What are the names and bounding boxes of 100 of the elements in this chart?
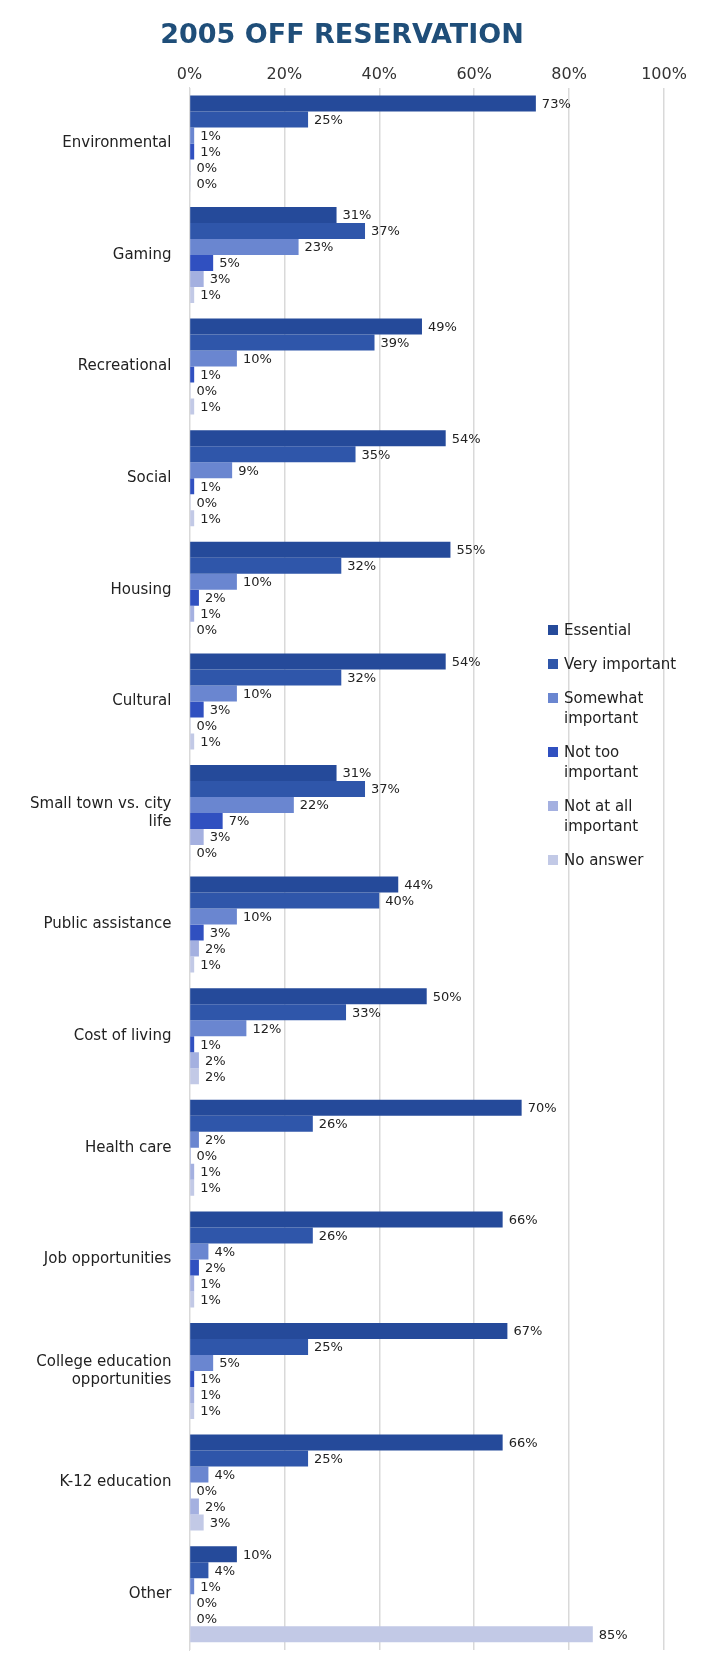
y-tick-label: Gaming	[112, 244, 172, 263]
bar	[190, 589, 199, 606]
data-label: 1%	[200, 143, 221, 159]
data-label: 2%	[204, 940, 226, 956]
bar	[190, 1068, 199, 1085]
bar	[190, 1004, 347, 1021]
bar	[190, 1227, 313, 1244]
y-tick-label: Cultural	[112, 691, 172, 710]
bar	[190, 1323, 508, 1340]
bar	[190, 685, 237, 702]
data-label: 67%	[513, 1323, 543, 1339]
bar	[190, 733, 195, 750]
bar	[190, 956, 195, 973]
data-label: 26%	[318, 1227, 348, 1243]
bar	[190, 1291, 195, 1308]
bar	[190, 350, 237, 367]
bar	[190, 1626, 593, 1643]
data-label: 66%	[508, 1434, 538, 1450]
x-tick-label: 0%	[176, 64, 203, 84]
bar	[190, 892, 380, 909]
bar	[190, 239, 299, 255]
data-label: 3%	[209, 271, 231, 287]
bar	[190, 1163, 195, 1180]
data-label: 2%	[204, 1498, 226, 1514]
data-label: 0%	[196, 1148, 218, 1164]
data-label: 1%	[200, 478, 221, 494]
bar	[190, 1115, 313, 1132]
chart-title: 2005 OFF RESERVATION	[160, 18, 524, 50]
x-tick-label: 20%	[266, 64, 303, 84]
data-label: 1%	[200, 127, 221, 143]
bar	[190, 1371, 195, 1387]
data-label: 1%	[200, 398, 221, 414]
bar	[190, 255, 214, 271]
bar	[190, 813, 223, 829]
data-label: 0%	[196, 622, 218, 638]
bar	[190, 462, 233, 479]
bar	[190, 701, 204, 718]
x-tick-label: 80%	[551, 64, 587, 84]
data-label: 0%	[196, 382, 218, 398]
bar	[190, 223, 366, 239]
bar	[190, 95, 536, 112]
data-label: 32%	[347, 669, 377, 685]
bar	[190, 1355, 214, 1371]
data-label: 9%	[238, 462, 259, 478]
bar	[190, 781, 366, 797]
bar	[190, 573, 237, 590]
bar	[190, 111, 309, 128]
y-tick-label: College education opportunities	[36, 1351, 172, 1388]
data-label: 33%	[352, 1004, 381, 1020]
data-label: 0%	[196, 1594, 218, 1610]
data-label: 25%	[314, 111, 343, 127]
bar	[190, 366, 195, 383]
data-label: 25%	[314, 1339, 343, 1355]
data-label: 1%	[200, 1578, 221, 1594]
legend-label: Not too important	[564, 742, 640, 782]
bar	[190, 1243, 209, 1260]
data-label: 37%	[371, 223, 400, 239]
bar	[190, 1466, 209, 1483]
bar	[190, 1211, 503, 1228]
data-label: 0%	[196, 494, 218, 510]
bar	[190, 605, 195, 622]
bar	[190, 398, 195, 415]
bar	[190, 143, 195, 160]
data-label: 10%	[242, 574, 272, 590]
y-tick-label: Housing	[110, 579, 172, 598]
data-label: 10%	[242, 685, 272, 701]
data-label: 1%	[200, 1036, 221, 1052]
data-label: 0%	[196, 717, 218, 733]
data-label: 22%	[299, 797, 329, 813]
legend-label: Essential	[564, 620, 632, 640]
data-label: 0%	[196, 159, 218, 175]
bar	[190, 669, 342, 686]
data-label: 2%	[204, 1132, 226, 1148]
data-label: 1%	[200, 1371, 221, 1387]
legend-label: Somewhat important	[564, 688, 645, 728]
data-label: 2%	[204, 1068, 226, 1084]
legend-label: No answer	[564, 850, 644, 870]
data-label: 32%	[347, 558, 377, 574]
data-label: 85%	[598, 1626, 628, 1642]
data-label: 2%	[204, 1259, 226, 1275]
bar	[190, 271, 204, 287]
data-label: 1%	[200, 287, 221, 303]
bar	[190, 1434, 503, 1451]
data-label: 49%	[427, 318, 457, 334]
bar	[190, 286, 195, 303]
bar	[190, 1179, 195, 1196]
data-label: 1%	[200, 366, 221, 382]
bar	[190, 318, 422, 335]
legend-label: Not at all important	[564, 796, 640, 836]
bar	[190, 557, 342, 574]
bar	[190, 1275, 195, 1292]
data-label: 55%	[456, 542, 486, 558]
data-label: 2%	[204, 1052, 226, 1068]
data-label: 26%	[318, 1116, 348, 1132]
data-label: 10%	[242, 350, 272, 366]
x-tick-label: 100%	[641, 64, 687, 84]
bar	[190, 1259, 199, 1276]
data-label: 10%	[242, 908, 272, 924]
bar	[190, 1339, 309, 1355]
bar	[190, 478, 195, 495]
